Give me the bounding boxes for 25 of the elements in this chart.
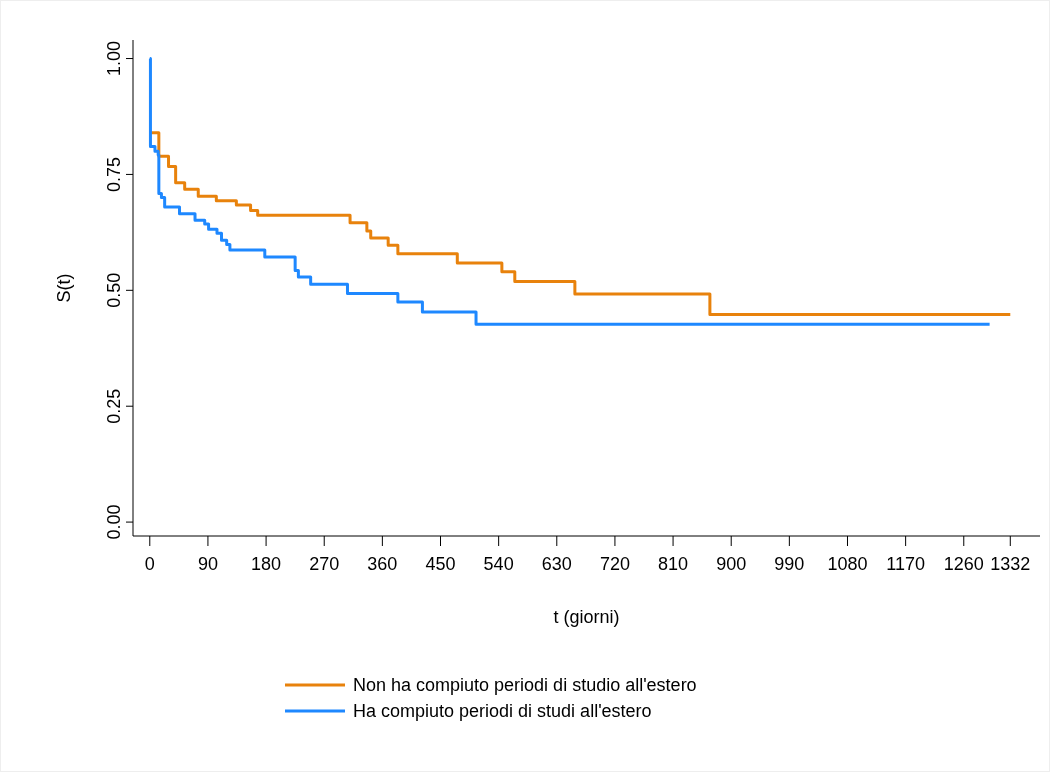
x-tick-label: 810: [658, 554, 689, 574]
x-tick-label: 1332: [990, 554, 1031, 574]
x-tick-label: 1260: [943, 554, 984, 574]
legend-label: Ha compiuto periodi di studi all'estero: [353, 701, 652, 721]
x-tick-label: 1170: [886, 554, 925, 574]
x-tick-label: 540: [483, 554, 514, 574]
y-tick-label: 0.75: [104, 156, 124, 192]
x-tick-label: 270: [309, 554, 340, 574]
y-tick-label: 0.00: [104, 504, 124, 540]
x-tick-label: 90: [197, 554, 218, 574]
y-axis-title: S(t): [54, 273, 74, 303]
x-tick-label: 900: [716, 554, 747, 574]
x-axis-title: t (giorni): [553, 607, 620, 627]
legend-label: Non ha compiuto periodi di studio all'estero: [353, 675, 697, 695]
x-tick-label: 1080: [827, 554, 868, 574]
x-tick-label: 720: [599, 554, 630, 574]
x-tick-label: 450: [425, 554, 456, 574]
y-tick-label: 1.00: [104, 41, 124, 77]
x-tick-label: 180: [251, 554, 282, 574]
y-tick-label: 0.50: [104, 272, 124, 308]
x-tick-label: 0: [144, 554, 155, 574]
x-tick-label: 990: [774, 554, 805, 574]
x-tick-label: 360: [367, 554, 398, 574]
x-tick-label: 630: [541, 554, 572, 574]
y-tick-label: 0.25: [104, 388, 124, 424]
